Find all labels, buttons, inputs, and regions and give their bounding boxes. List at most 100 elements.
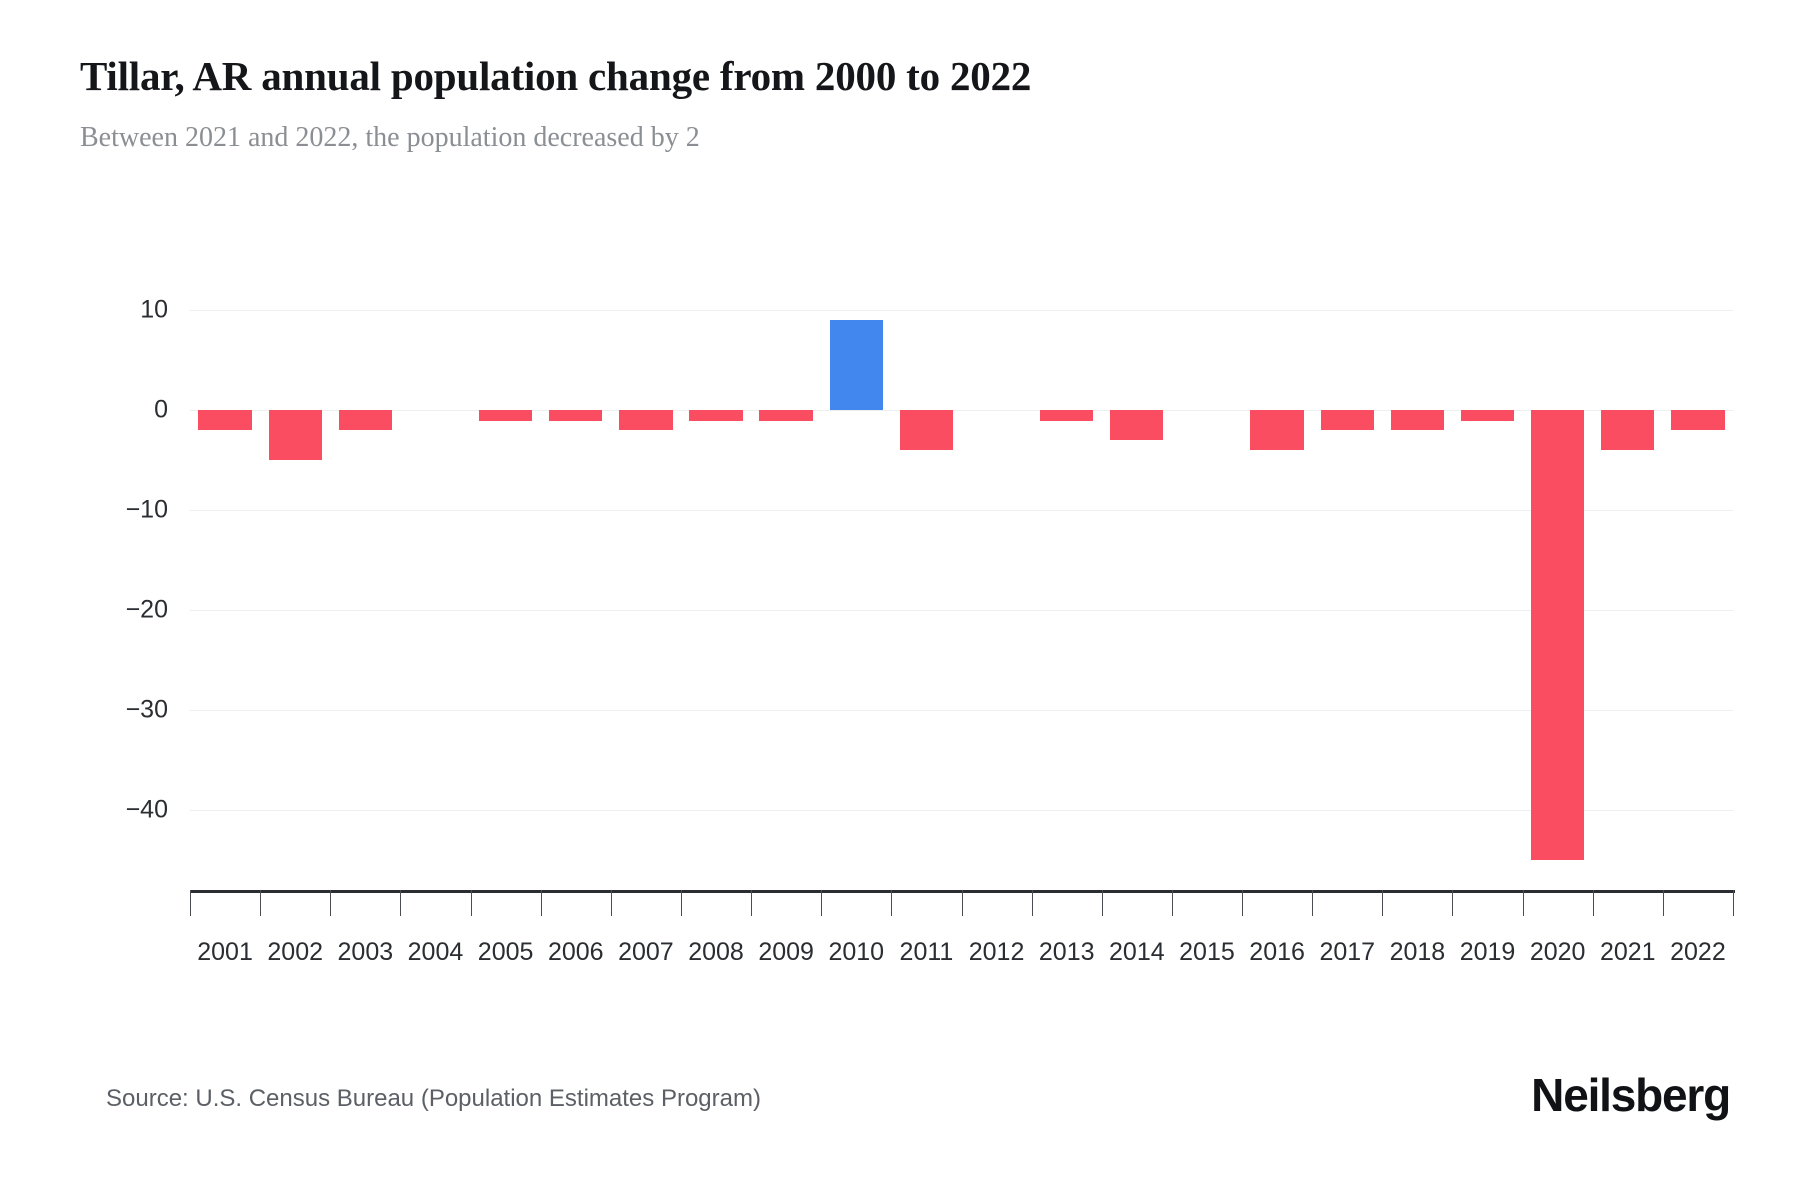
gridline <box>190 710 1733 711</box>
bar[interactable] <box>1110 410 1164 440</box>
x-axis-tick-label: 2009 <box>758 938 814 966</box>
x-axis-tick <box>961 890 963 916</box>
x-axis-tick-label: 2003 <box>337 938 394 966</box>
bar-slot[interactable] <box>1593 290 1663 890</box>
x-axis-tick <box>1522 890 1524 916</box>
bar[interactable] <box>689 410 743 421</box>
bar[interactable] <box>619 410 673 430</box>
x-axis-tick-label: 2018 <box>1389 938 1446 966</box>
x-axis-tick <box>1031 890 1033 916</box>
bar[interactable] <box>1040 410 1094 421</box>
x-axis-tick <box>680 890 682 916</box>
x-axis-tick-label: 2021 <box>1599 938 1656 966</box>
bar-slot[interactable] <box>821 290 891 890</box>
bar[interactable] <box>759 410 813 421</box>
bar-slot[interactable] <box>1242 290 1312 890</box>
x-axis-tick <box>1101 890 1103 916</box>
bar[interactable] <box>1250 410 1304 450</box>
bar[interactable] <box>268 410 322 460</box>
plot-area: 10 0 −10 −20 −30 −40 <box>126 290 1733 890</box>
x-axis-tick <box>891 890 893 916</box>
gridline <box>190 510 1733 511</box>
x-axis-tick <box>821 890 823 916</box>
bar-slot[interactable] <box>1172 290 1242 890</box>
y-axis-tick-label: −40 <box>125 795 168 824</box>
bar-slot[interactable] <box>1102 290 1172 890</box>
bar[interactable] <box>338 410 392 430</box>
x-axis-tick <box>1733 890 1734 916</box>
x-axis-tick-label: 2001 <box>197 938 253 966</box>
bar-slot[interactable] <box>400 290 470 890</box>
bar[interactable] <box>478 410 533 421</box>
bar-slot[interactable] <box>611 290 681 890</box>
bar-series <box>190 290 1733 890</box>
bar-slot[interactable] <box>1312 290 1382 890</box>
x-axis-tick <box>330 890 332 916</box>
source-note: Source: U.S. Census Bureau (Population E… <box>106 1085 761 1112</box>
bar-slot[interactable] <box>1452 290 1522 890</box>
x-axis-tick-label: 2022 <box>1670 938 1726 966</box>
bar[interactable] <box>1530 410 1585 860</box>
bar-slot[interactable] <box>541 290 611 890</box>
y-axis-tick-label: −10 <box>125 495 168 524</box>
x-axis-tick <box>1312 890 1314 916</box>
page-subtitle: Between 2021 and 2022, the population de… <box>80 122 700 153</box>
gridline <box>190 410 1733 411</box>
bar-slot[interactable] <box>1382 290 1452 890</box>
bar-slot[interactable] <box>681 290 751 890</box>
x-axis-tick-label: 2002 <box>267 938 324 966</box>
gridline <box>190 610 1733 611</box>
bar-slot[interactable] <box>330 290 400 890</box>
x-axis-tick-label: 2019 <box>1459 938 1516 966</box>
bar[interactable] <box>1671 410 1725 430</box>
x-axis-tick <box>1662 890 1664 916</box>
bar[interactable] <box>1460 410 1515 421</box>
bar[interactable] <box>1320 410 1374 430</box>
bar-slot[interactable] <box>471 290 541 890</box>
x-axis-tick <box>1592 890 1594 916</box>
bar-slot[interactable] <box>1032 290 1102 890</box>
bar[interactable] <box>829 320 883 410</box>
x-axis-tick-label: 2007 <box>618 938 674 966</box>
x-axis-line <box>190 890 1735 893</box>
x-axis-tick-label: 2010 <box>828 938 885 966</box>
x-axis-tick <box>260 890 262 916</box>
bar[interactable] <box>1390 410 1444 430</box>
x-axis-tick-label: 2013 <box>1038 938 1095 966</box>
y-axis-tick-label: 0 <box>154 395 168 424</box>
y-axis-tick-label: −30 <box>125 695 168 724</box>
gridline <box>190 810 1733 811</box>
bar-slot[interactable] <box>962 290 1032 890</box>
x-axis-tick <box>540 890 542 916</box>
bar[interactable] <box>549 410 603 421</box>
x-axis-tick-label: 2014 <box>1109 938 1165 966</box>
bar[interactable] <box>899 410 954 450</box>
x-axis-tick <box>400 890 402 916</box>
bar-slot[interactable] <box>1663 290 1733 890</box>
bar-slot[interactable] <box>190 290 260 890</box>
bar-slot[interactable] <box>751 290 821 890</box>
x-axis-tick-label: 2006 <box>547 938 604 966</box>
x-axis-tick-label: 2015 <box>1179 938 1235 966</box>
x-axis-tick-label: 2016 <box>1249 938 1305 966</box>
bar[interactable] <box>198 410 252 430</box>
x-axis-tick-label: 2005 <box>477 938 534 966</box>
x-axis-tick <box>1452 890 1454 916</box>
page-title: Tillar, AR annual population change from… <box>80 53 1032 99</box>
bar-slot[interactable] <box>1523 290 1593 890</box>
bar-slot[interactable] <box>891 290 961 890</box>
x-axis-tick-label: 2004 <box>407 938 464 966</box>
x-axis-tick <box>610 890 612 916</box>
bar-slot[interactable] <box>260 290 330 890</box>
x-axis-tick <box>1171 890 1173 916</box>
x-axis-tick-label: 2020 <box>1529 938 1586 966</box>
x-axis-tick-label: 2011 <box>899 938 954 966</box>
bar[interactable] <box>1601 410 1655 450</box>
x-axis-tick <box>190 890 191 916</box>
gridline <box>190 310 1733 311</box>
x-axis-tick <box>1382 890 1384 916</box>
brand-logo: Neilsberg <box>1531 1069 1731 1121</box>
x-axis-tick <box>751 890 753 916</box>
y-axis-tick-label: 10 <box>140 295 168 324</box>
